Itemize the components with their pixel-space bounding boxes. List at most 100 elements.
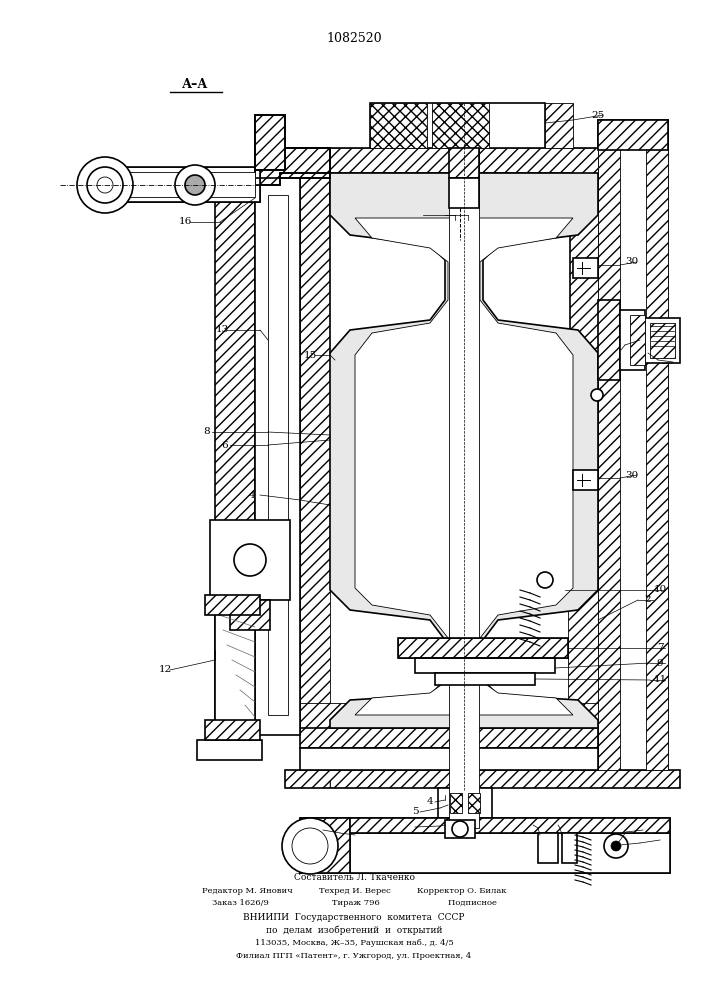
Bar — [255, 148, 330, 178]
Circle shape — [282, 818, 338, 874]
Circle shape — [87, 167, 123, 203]
Polygon shape — [215, 600, 255, 740]
Bar — [100, 167, 260, 202]
Text: 29: 29 — [661, 358, 674, 366]
Bar — [438, 788, 492, 818]
Text: Редактор М. Янович          Техред И. Верес          Корректор О. Билак: Редактор М. Янович Техред И. Верес Корре… — [201, 887, 506, 895]
Text: 6: 6 — [222, 440, 228, 450]
Bar — [646, 120, 668, 770]
Text: Заказ 1626/9                        Тираж 796                          Подписное: Заказ 1626/9 Тираж 796 Подписное — [211, 899, 496, 907]
Bar — [598, 120, 668, 150]
Circle shape — [611, 841, 621, 851]
Bar — [598, 120, 668, 770]
Bar — [562, 833, 577, 863]
Text: 30: 30 — [626, 471, 638, 480]
Bar — [545, 103, 573, 148]
Bar — [398, 638, 568, 658]
Bar — [370, 103, 545, 148]
Bar — [453, 728, 477, 788]
Text: 39: 39 — [648, 836, 662, 844]
Text: +: + — [457, 214, 464, 222]
Text: 12: 12 — [158, 666, 172, 674]
Text: Составитель Л. Ткаченко: Составитель Л. Ткаченко — [293, 874, 414, 882]
Text: 25: 25 — [591, 110, 604, 119]
Bar — [300, 148, 598, 173]
Bar — [370, 103, 427, 148]
Text: 13: 13 — [216, 326, 228, 334]
Text: 11: 11 — [653, 676, 667, 684]
Text: 1082520: 1082520 — [326, 31, 382, 44]
Text: 113035, Москва, Ж–35, Раушская наб., д. 4/5: 113035, Москва, Ж–35, Раушская наб., д. … — [255, 939, 453, 947]
Bar — [300, 703, 598, 728]
Text: Фиг. 2: Фиг. 2 — [332, 833, 377, 847]
Text: 38: 38 — [311, 826, 325, 834]
Text: Филиал ПГП «Патент», г. Ужгород, ул. Проектная, 4: Филиал ПГП «Патент», г. Ужгород, ул. Про… — [236, 952, 472, 960]
Circle shape — [175, 165, 215, 205]
Text: 42: 42 — [521, 820, 534, 830]
Bar — [415, 658, 555, 673]
Bar — [468, 793, 480, 813]
Bar — [568, 148, 598, 728]
Text: ВНИИПИ  Государственного  комитета  СССР: ВНИИПИ Государственного комитета СССР — [243, 912, 464, 922]
Text: 16: 16 — [178, 218, 192, 227]
Text: 27: 27 — [433, 211, 447, 220]
Circle shape — [591, 389, 603, 401]
Polygon shape — [355, 218, 573, 715]
Text: по  делам  изобретений  и  открытий: по делам изобретений и открытий — [266, 925, 443, 935]
Bar — [598, 120, 620, 770]
Text: 7: 7 — [657, 644, 663, 652]
Text: 28: 28 — [629, 336, 642, 344]
Bar — [449, 178, 479, 208]
Text: 30: 30 — [626, 257, 638, 266]
Text: 5: 5 — [411, 808, 419, 816]
Bar — [215, 185, 255, 725]
Bar — [205, 595, 260, 615]
Bar — [445, 820, 475, 838]
Bar — [300, 728, 598, 748]
Bar — [300, 148, 598, 728]
Text: А–А: А–А — [182, 79, 208, 92]
Bar — [398, 638, 568, 658]
Bar — [285, 770, 680, 788]
Bar — [573, 470, 598, 490]
Bar — [115, 172, 255, 197]
Bar — [255, 115, 285, 170]
Polygon shape — [255, 148, 330, 185]
Circle shape — [97, 177, 113, 193]
Text: 1: 1 — [327, 780, 333, 790]
Text: 15: 15 — [303, 351, 317, 360]
Text: +: + — [472, 214, 479, 222]
Bar — [300, 818, 350, 873]
Bar — [330, 173, 570, 353]
Bar — [620, 310, 645, 370]
Circle shape — [77, 157, 133, 213]
Circle shape — [537, 572, 553, 588]
Bar — [350, 833, 670, 873]
Text: 4: 4 — [427, 798, 433, 806]
Bar — [645, 318, 680, 363]
Bar — [300, 148, 330, 728]
Bar — [350, 818, 670, 833]
Bar — [598, 300, 620, 380]
Bar — [573, 258, 598, 278]
Circle shape — [185, 175, 205, 195]
Text: 41: 41 — [631, 826, 645, 834]
Circle shape — [452, 821, 468, 837]
Text: 10: 10 — [653, 585, 667, 594]
Bar — [300, 748, 598, 770]
Bar — [205, 720, 260, 740]
Bar — [255, 175, 300, 735]
Circle shape — [292, 828, 328, 864]
Bar — [449, 148, 479, 828]
Text: 44: 44 — [248, 490, 262, 499]
Bar — [432, 103, 489, 148]
Circle shape — [604, 834, 628, 858]
Bar — [300, 818, 670, 873]
Bar — [650, 323, 675, 358]
Bar — [538, 833, 558, 863]
Bar — [210, 520, 290, 600]
Text: 40: 40 — [404, 822, 416, 832]
Bar — [449, 148, 479, 178]
Text: 9: 9 — [657, 658, 663, 668]
Bar — [255, 148, 330, 178]
